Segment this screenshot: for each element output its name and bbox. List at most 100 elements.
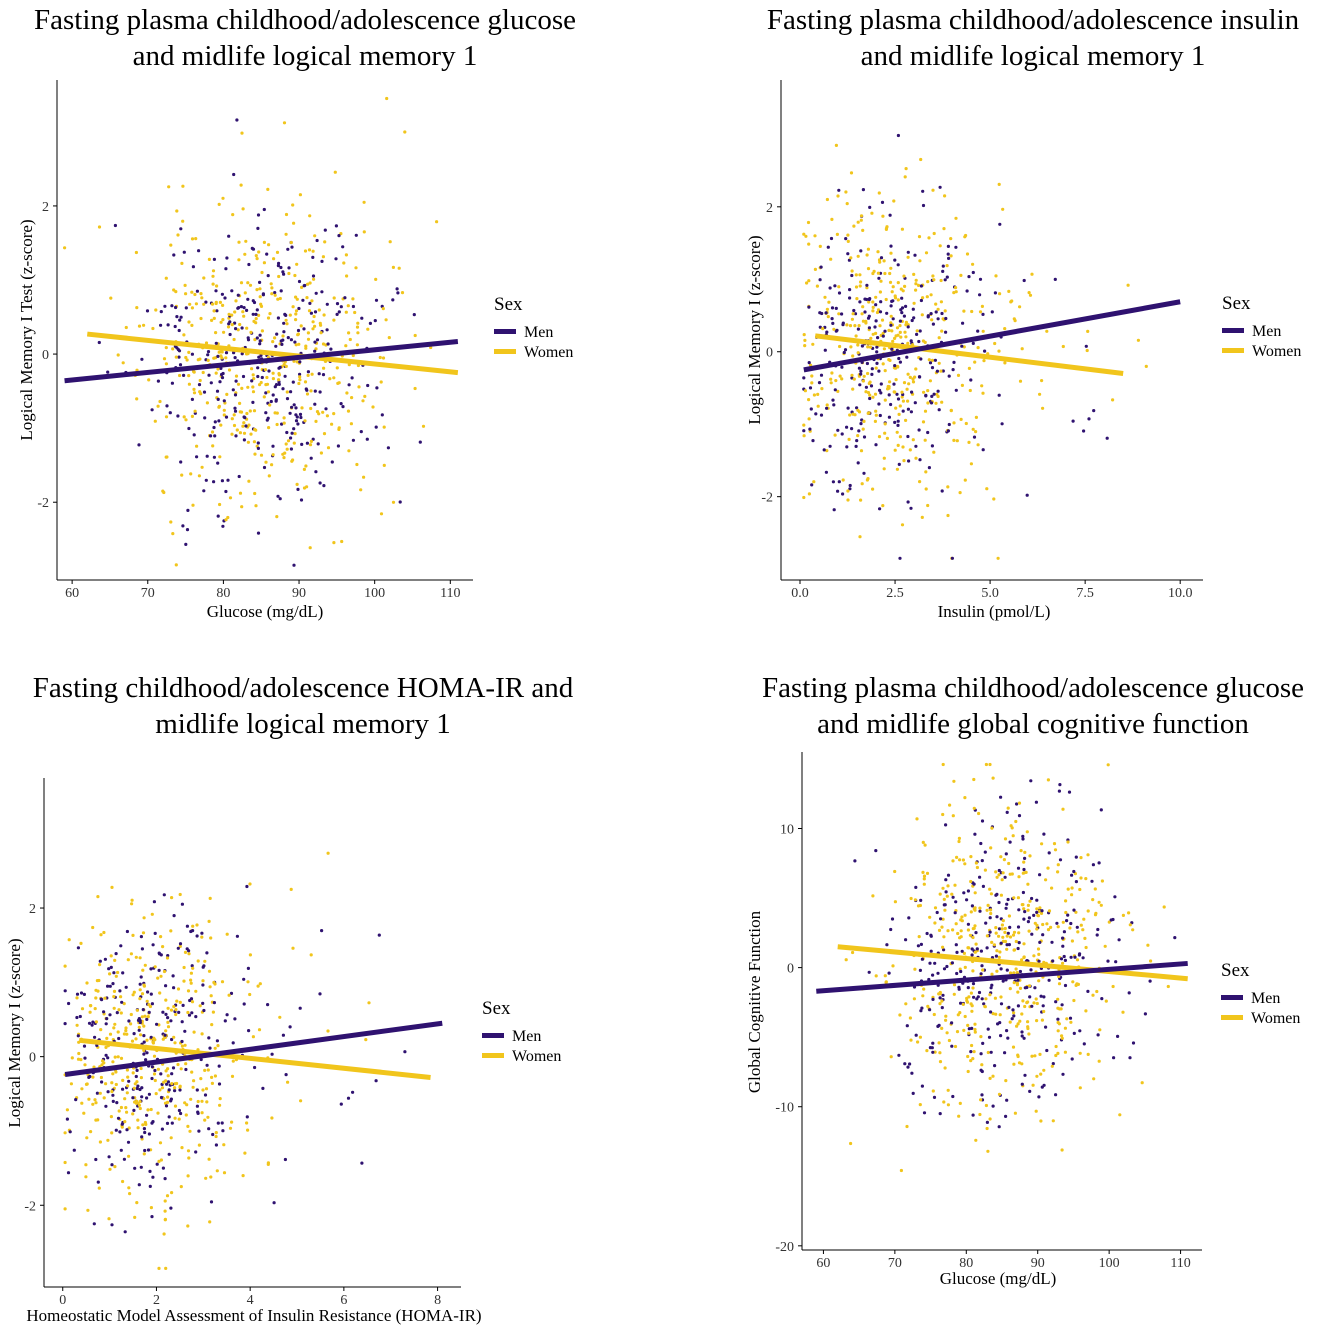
men-point — [166, 1080, 170, 1084]
women-point — [184, 1113, 188, 1117]
men-point — [222, 399, 226, 403]
women-point — [915, 817, 919, 821]
women-point — [113, 1165, 117, 1169]
women-point — [135, 1080, 139, 1084]
women-point — [366, 327, 370, 331]
men-point — [972, 435, 977, 439]
women-point — [141, 931, 146, 935]
women-point — [848, 413, 852, 417]
women-point — [1146, 943, 1150, 947]
men-point — [214, 341, 218, 345]
women-point — [138, 997, 142, 1001]
women-point — [162, 357, 167, 361]
men-point — [1092, 409, 1096, 413]
men-point — [926, 430, 930, 435]
women-point — [1039, 1072, 1043, 1076]
women-point — [319, 451, 323, 455]
women-point — [1056, 1051, 1060, 1055]
men-point — [290, 405, 294, 409]
women-point — [1050, 886, 1054, 890]
women-point — [904, 320, 908, 324]
women-point — [134, 955, 138, 959]
women-point — [253, 338, 257, 342]
women-point — [180, 473, 184, 477]
men-point — [918, 458, 922, 462]
women-point — [914, 288, 918, 292]
women-point — [932, 450, 936, 454]
women-point — [962, 951, 966, 955]
men-point — [917, 428, 921, 432]
women-point — [989, 846, 993, 850]
women-point — [810, 381, 814, 385]
men-point — [1061, 944, 1065, 948]
men-point — [145, 1017, 149, 1021]
women-point — [1075, 958, 1080, 962]
women-point — [869, 336, 873, 340]
men-point — [251, 312, 255, 316]
men-point — [1003, 1051, 1007, 1055]
women-point — [227, 312, 231, 316]
women-point — [907, 382, 911, 386]
men-point — [189, 929, 193, 934]
men-point — [195, 1088, 199, 1092]
women-point — [129, 1022, 133, 1026]
women-point — [861, 228, 865, 232]
men-point — [970, 904, 974, 908]
men-point — [1006, 897, 1010, 902]
women-point — [914, 367, 918, 371]
men-point — [100, 1080, 104, 1084]
men-point — [850, 376, 854, 380]
women-point — [295, 262, 299, 266]
women-point — [834, 143, 838, 147]
women-point — [206, 1068, 210, 1072]
men-point — [906, 325, 910, 329]
men-point — [861, 188, 865, 192]
men-point — [834, 306, 838, 310]
women-point — [861, 305, 865, 309]
men-point — [150, 408, 154, 412]
men-point — [233, 406, 237, 410]
men-point — [1004, 906, 1008, 910]
men-point — [850, 427, 854, 431]
women-point — [169, 520, 173, 524]
women-point — [1028, 293, 1033, 297]
women-point — [178, 373, 182, 378]
men-point — [919, 284, 923, 288]
men-point — [213, 434, 217, 438]
men-point — [159, 1072, 163, 1076]
women-point — [996, 556, 1000, 560]
women-point — [254, 254, 258, 258]
men-point — [1055, 921, 1059, 925]
men-point — [1069, 921, 1073, 926]
x-axis-label: Glucose (mg/dL) — [207, 602, 324, 621]
women-point — [180, 1146, 184, 1150]
women-point — [177, 1117, 181, 1121]
men-point — [906, 1065, 910, 1069]
men-point — [282, 330, 286, 334]
women-point — [278, 1015, 282, 1019]
men-point — [966, 889, 970, 893]
men-point — [289, 436, 293, 440]
women-point — [852, 377, 856, 381]
women-point — [1012, 1062, 1016, 1066]
women-point — [220, 356, 224, 360]
women-point — [1014, 939, 1018, 944]
women-point — [275, 411, 279, 415]
women-point — [971, 935, 975, 940]
men-point — [185, 924, 189, 928]
women-point — [858, 273, 862, 277]
women-point — [109, 1115, 113, 1119]
men-point — [212, 1001, 216, 1005]
men-point — [169, 1099, 173, 1103]
women-point — [874, 366, 878, 370]
women-point — [286, 439, 291, 443]
men-point — [942, 967, 947, 971]
men-point — [311, 274, 316, 278]
men-point — [117, 1036, 121, 1041]
men-point — [830, 317, 834, 321]
men-point — [271, 444, 275, 448]
men-point — [993, 1064, 997, 1068]
men-point — [140, 1135, 144, 1139]
women-point — [251, 390, 256, 394]
women-point — [325, 414, 329, 418]
